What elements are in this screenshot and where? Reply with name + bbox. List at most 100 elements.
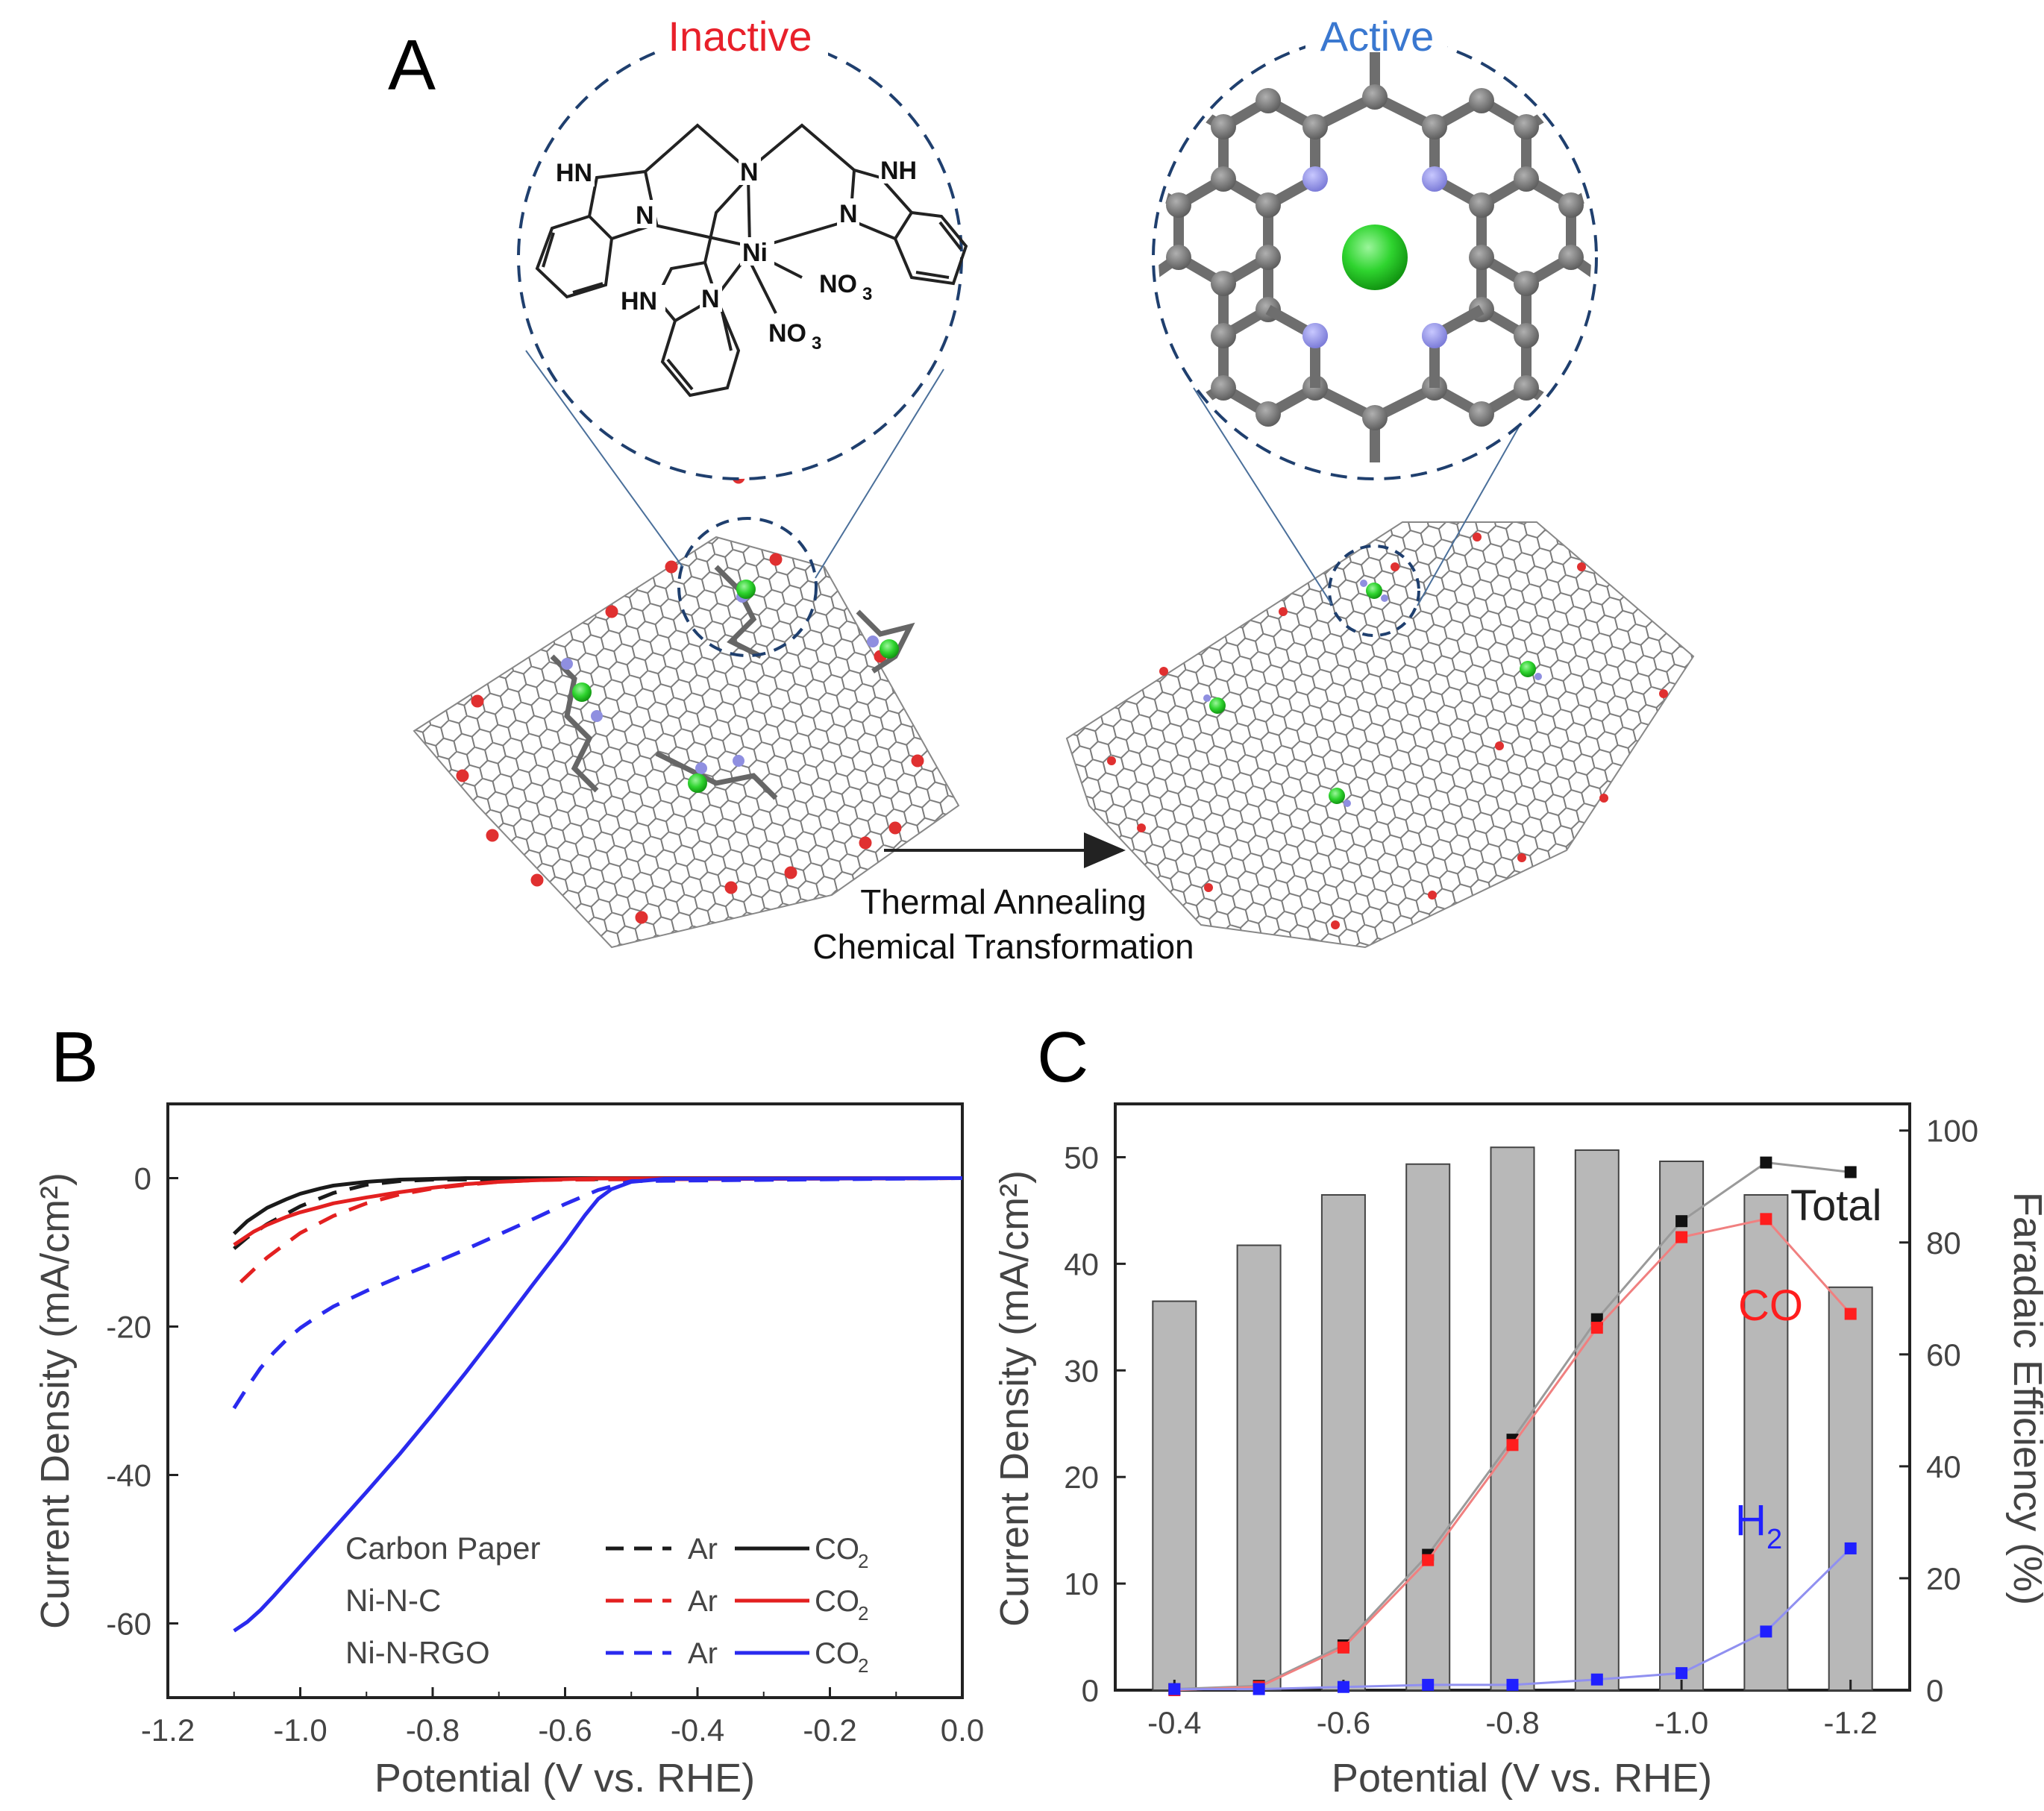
series-point-h2 (1760, 1625, 1772, 1638)
x-tick-label: -1.2 (141, 1713, 195, 1748)
legend-label: Ni-N-RGO (345, 1635, 490, 1670)
series-line-ni-n-rgo-co2 (233, 1176, 963, 1633)
legend-co2-subscript: 2 (858, 1602, 868, 1625)
y-tick-label: 30 (1064, 1353, 1099, 1388)
series-point-total (1844, 1166, 1857, 1178)
series-point-co (1844, 1308, 1857, 1320)
panel-b-xlabel: Potential (V vs. RHE) (374, 1756, 755, 1801)
x-tick-label: -0.4 (671, 1713, 724, 1748)
atom-label-no3-b: NO (768, 319, 806, 348)
active-label: Active (1320, 13, 1435, 60)
fe-bar (1152, 1300, 1197, 1692)
series-point-co (1422, 1554, 1435, 1566)
y-tick-label: 0 (134, 1161, 151, 1196)
fe-bar (1574, 1149, 1620, 1691)
y-tick-label: 0 (1082, 1673, 1099, 1708)
legend-label: Ni-N-C (345, 1583, 441, 1618)
panel-c-letter: C (1037, 1017, 1088, 1097)
y-tick-label: 20 (1064, 1460, 1099, 1495)
y2-tick-label: 60 (1926, 1337, 1961, 1372)
panel-c-ylabel: Current Density (mA/cm²) (992, 1170, 1037, 1627)
fe-bar (1320, 1193, 1366, 1691)
legend-ar-label: Ar (688, 1637, 718, 1670)
ni-complex-structure (535, 123, 968, 398)
x-tick-label: -0.8 (1485, 1705, 1539, 1740)
panel-c-bars (1152, 1146, 1873, 1692)
series-point-co (1590, 1322, 1603, 1334)
series-point-h2 (1337, 1680, 1349, 1693)
fe-bar (1659, 1160, 1705, 1691)
y-tick-label: 40 (1064, 1246, 1099, 1281)
y-tick-label: -60 (106, 1607, 151, 1642)
series-point-co (1760, 1213, 1772, 1225)
zoom-inset-active: Active (1152, 13, 1598, 480)
legend-label: Carbon Paper (345, 1531, 541, 1566)
atom-label-no3-a-sub: 3 (862, 284, 872, 304)
panel-c-series-labels: Total CO H 2 (1735, 1181, 1882, 1555)
graphene-sheet-inactive (413, 471, 960, 949)
legend-ar-label: Ar (688, 1585, 718, 1618)
y2-tick-label: 0 (1926, 1673, 1943, 1708)
atom-label-ni: Ni (742, 239, 768, 267)
zoom-inset-inactive: Inactive (517, 13, 968, 480)
x-tick-label: -0.4 (1147, 1705, 1201, 1740)
y2-tick-label: 100 (1926, 1114, 1978, 1149)
ni-complex-molecules (550, 565, 915, 800)
panel-a: A (388, 13, 1695, 966)
series-point-h2 (1590, 1673, 1603, 1686)
series-label-h2-subscript: 2 (1766, 1524, 1782, 1555)
y-tick-label: 50 (1064, 1140, 1099, 1175)
series-point-total (1675, 1215, 1688, 1228)
series-point-h2 (1168, 1683, 1181, 1695)
panel-b-axis-ticks: -1.2 -1.0 -0.8 -0.6 -0.4 -0.2 0.0 0 -20 -40 -60 (106, 1161, 984, 1748)
zoom-marker-active (1328, 544, 1420, 637)
series-point-h2 (1422, 1678, 1435, 1691)
nickel-atom (1342, 225, 1408, 290)
atom-label-nh-right: NH (880, 157, 917, 185)
series-line-ni-n-rgo-ar (232, 1176, 963, 1410)
legend-co2-subscript: 2 (858, 1654, 868, 1677)
x-tick-label: -1.2 (1824, 1705, 1878, 1740)
x-tick-label: -0.2 (803, 1713, 856, 1748)
molecule-atom-labels: HN N N NH N Ni NO 3 NO 3 HN N (548, 155, 925, 354)
atom-label-n-bottom: N (701, 285, 720, 313)
legend-co2-label: CO (815, 1533, 859, 1566)
series-point-co (1337, 1641, 1349, 1654)
fe-bar (1743, 1193, 1789, 1691)
y-tick-label: -40 (106, 1458, 151, 1493)
series-point-h2 (1844, 1542, 1857, 1554)
atom-label-no3-a: NO (819, 270, 857, 298)
x-tick-label: -0.6 (538, 1713, 592, 1748)
panel-c-xlabel: Potential (V vs. RHE) (1332, 1756, 1712, 1801)
atom-label-n-left: N (636, 201, 654, 230)
y-tick-label: 10 (1064, 1566, 1099, 1601)
atom-label-n-top: N (740, 158, 759, 186)
x-tick-label: -0.6 (1317, 1705, 1370, 1740)
series-point-h2 (1253, 1683, 1265, 1695)
atom-label-n-right: N (839, 200, 858, 228)
inactive-label: Inactive (668, 13, 812, 60)
arrow-caption-line1: Thermal Annealing (860, 882, 1147, 921)
atom-label-hn-bottom: HN (621, 287, 657, 316)
series-point-co (1675, 1231, 1688, 1243)
panel-b: B -1.2 -1.0 -0.8 -0.6 -0.4 -0.2 0.00-20-40-60 … (33, 1017, 984, 1801)
series-point-h2 (1675, 1667, 1688, 1680)
arrow-caption-line2: Chemical Transformation (812, 927, 1194, 966)
legend-co2-label: CO (815, 1637, 859, 1670)
y2-tick-label: 20 (1926, 1561, 1961, 1596)
series-line-carbon-paper-co2 (232, 1176, 962, 1235)
panel-c-series (1168, 1156, 1857, 1696)
atom-label-hn-left: HN (556, 159, 592, 187)
y-tick-label: -20 (106, 1310, 151, 1345)
panel-c-axis-ticks: -0.4 -0.6 -0.8 -1.0 -1.2 0 10 20 30 40 50 0 20 40 60 80… (1064, 1114, 1978, 1740)
panel-b-curves (232, 1176, 963, 1633)
series-line-ni-n-c-co2 (233, 1176, 963, 1247)
x-tick-label: 0.0 (941, 1713, 984, 1748)
legend-ar-label: Ar (688, 1533, 718, 1566)
fe-bar (1828, 1286, 1873, 1691)
series-label-co: CO (1738, 1281, 1803, 1330)
zoom-marker-inactive (677, 517, 818, 657)
graphene-sheet-active (1065, 521, 1695, 949)
